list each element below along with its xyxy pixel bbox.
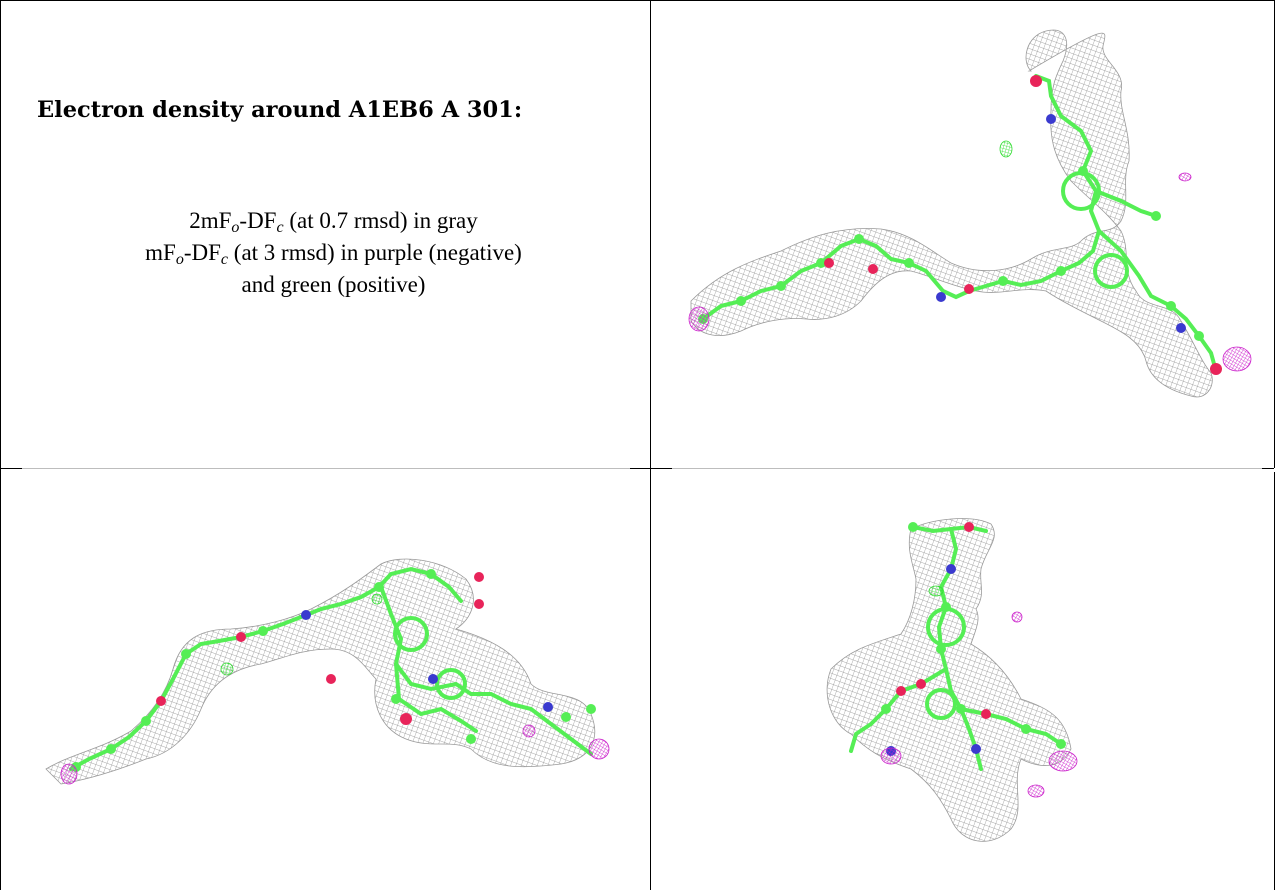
table-row-divider-tick-right [1262, 468, 1274, 469]
caption-cell: Electron density around A1EB6 A 301: 2mF… [1, 1, 650, 468]
legend-line-fo-fc-mid: -DF [183, 240, 221, 265]
view-bottom-left [45, 558, 610, 785]
table-column-divider [650, 0, 651, 890]
page-title: Electron density around A1EB6 A 301: [37, 97, 523, 123]
density-legend: 2mFo-DFc (at 0.7 rmsd) in gray mFo-DFc (… [21, 205, 646, 301]
view-bottom-right [826, 518, 1078, 842]
legend-line-fo-fc-sub-o: o [175, 251, 184, 268]
difference-density-bottom-right [880, 585, 1078, 798]
legend-line-2fo-fc-sub-o: o [231, 219, 240, 236]
legend-line-fo-fc-suffix: (at 3 rmsd) in purple (negative) [228, 240, 522, 265]
table-row-divider-right [672, 468, 1262, 469]
view-top-right [688, 29, 1252, 398]
table-row-divider-tick-mid-b [651, 468, 672, 469]
density-mesh-top-right [690, 29, 1213, 398]
legend-line-2fo-fc-prefix: 2mF [189, 208, 232, 233]
legend-line-fo-fc-prefix: mF [145, 240, 176, 265]
density-mesh-bottom-left [45, 558, 596, 785]
legend-line-2fo-fc-sub-c: c [276, 219, 284, 236]
difference-density-bottom-left [60, 593, 610, 785]
legend-line-fo-fc-sub-c: c [220, 251, 229, 268]
legend-line-fo-fc: mFo-DFc (at 3 rmsd) in purple (negative) [21, 237, 646, 269]
table-border-top [0, 0, 1275, 1]
table-row-divider-left [22, 468, 630, 469]
ligand-atoms-bottom-left [71, 569, 596, 772]
legend-line-2fo-fc-mid: -DF [239, 208, 277, 233]
legend-line-positive: and green (positive) [241, 272, 426, 297]
table-border-left [0, 0, 1, 890]
legend-line-2fo-fc-suffix: (at 0.7 rmsd) in gray [283, 208, 478, 233]
legend-line-2fo-fc: 2mFo-DFc (at 0.7 rmsd) in gray [21, 205, 646, 237]
difference-density-top-right [688, 140, 1252, 372]
table-row-divider-tick-left [0, 468, 22, 469]
table-row-divider-tick-mid-a [630, 468, 650, 469]
